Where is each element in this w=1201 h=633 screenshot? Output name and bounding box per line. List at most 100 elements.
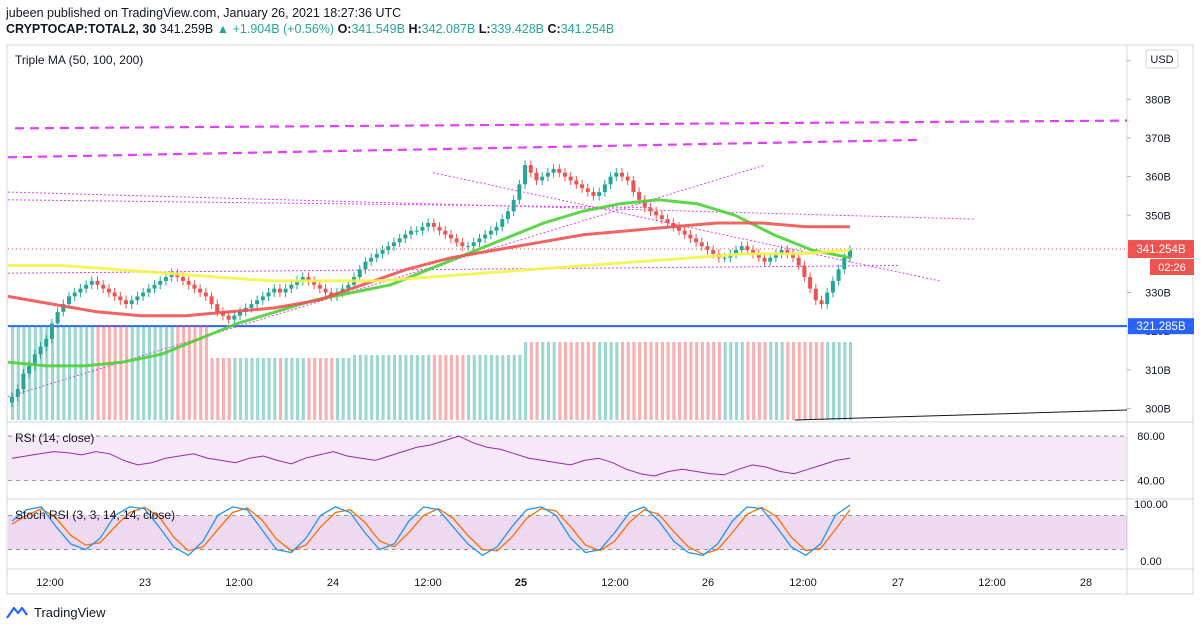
stoch-k-line [11, 504, 851, 557]
candle-body [694, 238, 699, 243]
volume-bar [700, 342, 704, 420]
tradingview-brand[interactable]: TradingView [34, 604, 106, 620]
price-tick-label: 370B [1145, 133, 1171, 145]
candle-body [38, 346, 43, 355]
volume-bar [478, 355, 482, 420]
candle-body [488, 230, 493, 235]
volume-bar [455, 355, 459, 420]
candle-body [89, 280, 94, 285]
volume-bar [472, 355, 476, 420]
volume-bar [581, 342, 585, 420]
volume-bar [569, 342, 573, 420]
candle-body [152, 284, 157, 289]
candle-body [78, 288, 83, 293]
volume-bar [529, 342, 533, 420]
candle-body [619, 172, 624, 177]
candle-body [574, 180, 579, 185]
candle-body [676, 226, 681, 231]
volume-bar [364, 355, 368, 420]
volume-bar [501, 355, 505, 420]
candle-body [562, 172, 567, 177]
volume-bar [592, 342, 596, 420]
volume-bar [125, 325, 129, 420]
candle-body [27, 365, 32, 374]
ma100-line [7, 221, 850, 318]
volume-bar [176, 325, 180, 420]
volume-bar [814, 342, 818, 420]
candle-body [682, 230, 687, 235]
candle-body [790, 253, 795, 258]
volume-bar [182, 325, 186, 420]
candle-body [523, 165, 528, 185]
volume-bar [620, 342, 625, 420]
volume-bar [831, 342, 836, 420]
volume-bar [187, 325, 191, 420]
candle-body [232, 315, 237, 320]
candle-body [505, 211, 510, 220]
volume-bar [11, 325, 15, 420]
volume-trend-line [794, 409, 1128, 421]
candle-body [255, 300, 260, 305]
candle-body [95, 280, 100, 285]
symbol-name[interactable]: CRYPTOCAP:TOTAL2, 30 [6, 22, 157, 36]
candle-body [386, 246, 391, 251]
volume-bar [244, 358, 248, 420]
volume-bar [261, 358, 265, 420]
volume-bar [780, 342, 784, 420]
candle-body [295, 280, 300, 285]
candle-body [391, 242, 396, 247]
volume-bar [170, 325, 174, 420]
candle-body [357, 269, 362, 278]
volume-bar [512, 355, 516, 420]
stoch-pane-title: Stoch RSI (3, 3, 14, 14, close) [15, 508, 175, 522]
candle-body [688, 234, 693, 239]
countdown-badge-bg [1150, 259, 1194, 276]
volume-bar [849, 342, 853, 420]
volume-bar [102, 325, 106, 420]
candle-body [414, 230, 419, 232]
volume-bar [130, 325, 134, 420]
volume-bar [45, 325, 49, 420]
volume-bar [392, 355, 397, 420]
candle-body [545, 172, 550, 177]
candle-body [10, 396, 14, 403]
volume-bar [16, 325, 20, 420]
candle-body [500, 219, 505, 227]
candle-body [55, 311, 60, 324]
candle-body [699, 242, 704, 247]
volume-bar [296, 358, 300, 420]
candle-body [813, 288, 818, 301]
rsi-line [11, 435, 851, 477]
candle-body [260, 296, 265, 301]
volume-bar [809, 342, 813, 420]
candle-body [44, 338, 49, 347]
currency-label: USD [1150, 54, 1173, 66]
candle-body [266, 292, 271, 297]
volume-bar [404, 355, 408, 420]
candle-body [785, 250, 790, 254]
candle-body [226, 315, 231, 320]
volume-bar [415, 355, 419, 420]
volume-bar [193, 325, 197, 420]
candle-body [540, 176, 545, 181]
price-tick-label: 380B [1145, 94, 1171, 106]
candle-body [585, 188, 590, 193]
candle-body [659, 215, 664, 220]
volume-bar [153, 325, 157, 420]
time-tick-label: 28 [1080, 577, 1092, 589]
candle-body [141, 292, 146, 297]
candle-body [466, 246, 471, 248]
volume-bar [649, 342, 653, 420]
volume-bar [734, 342, 739, 420]
candle-body [192, 284, 197, 289]
candle-body [32, 354, 37, 366]
candle-body [654, 211, 659, 216]
price-tick-label: 350B [1145, 210, 1171, 222]
volume-bar [313, 358, 317, 420]
candle-body [614, 172, 619, 177]
candle-body [773, 253, 778, 258]
candle-body [494, 226, 499, 231]
candle-body [283, 288, 288, 293]
last-price: 341.259B [159, 22, 214, 36]
